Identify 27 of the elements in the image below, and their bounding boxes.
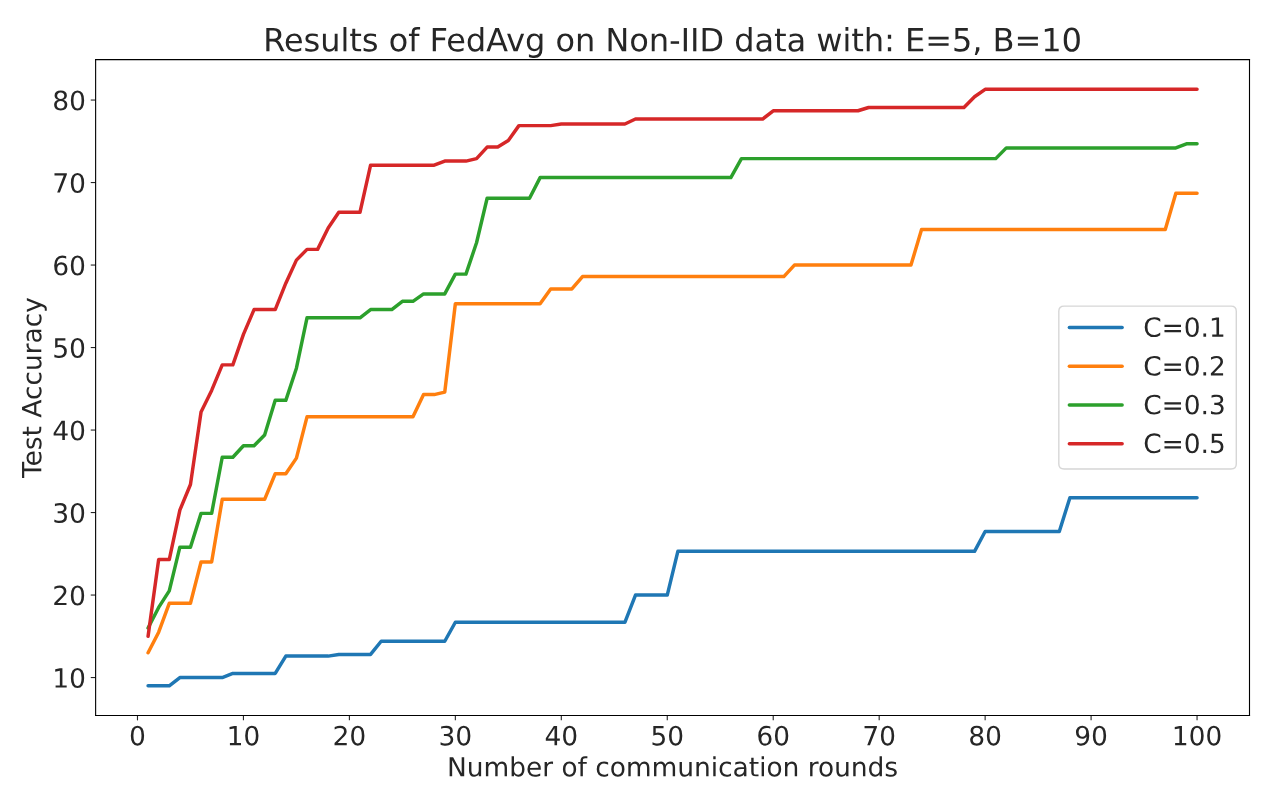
y-axis-title: Test Accuracy [22,297,47,479]
x-tick-label: 60 [758,725,789,746]
x-tick-label: 0 [130,725,145,746]
y-tick-label: 60 [54,255,85,276]
x-tick-label: 90 [1075,725,1107,746]
y-tick-label: 80 [54,90,85,111]
x-tick-label: 40 [545,725,577,746]
chart-title: Results of FedAvg on Non-IID data with: E=5, B=10 [266,27,1080,58]
x-tick-label: 10 [229,725,259,746]
y-tick-label: 50 [54,337,85,358]
legend-label: C=0.5 [1144,433,1224,454]
x-axis-title: Number of communication rounds [449,756,897,777]
y-tick-label: 10 [55,667,85,688]
legend-label: C=0.3 [1144,394,1224,415]
legend-label: C=0.2 [1144,355,1224,376]
x-tick-label: 30 [440,725,471,746]
y-tick-label: 40 [53,420,85,441]
x-tick-label: 80 [970,725,1001,746]
x-tick-label: 50 [652,725,683,746]
y-tick-label: 20 [54,585,85,606]
y-tick-label: 30 [54,502,85,523]
x-tick-label: 100 [1174,725,1221,746]
x-tick-label: 70 [864,725,895,746]
x-tick-label: 20 [334,725,365,746]
y-tick-label: 70 [54,172,85,193]
line-series [146,495,1199,688]
legend-label: C=0.1 [1144,317,1224,338]
